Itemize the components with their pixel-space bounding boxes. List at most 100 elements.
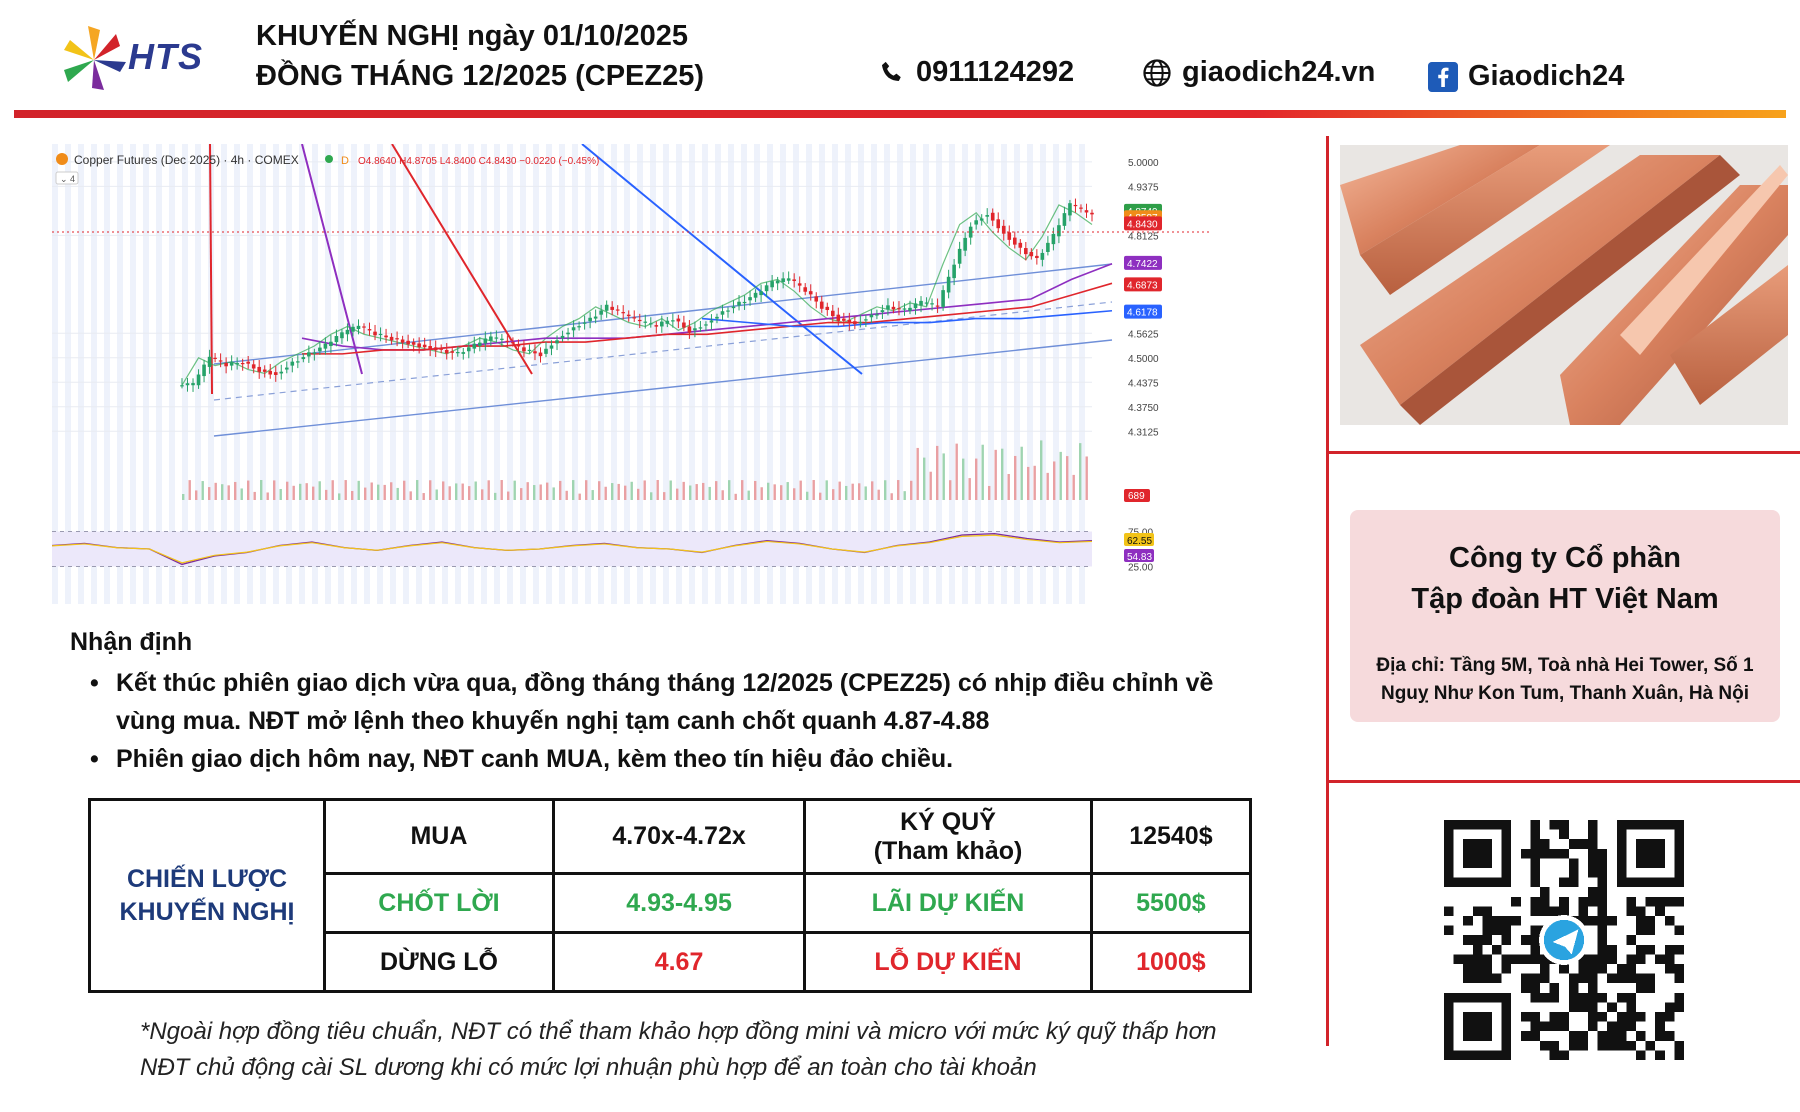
volume-bar (858, 483, 861, 500)
company-address: Địa chỉ: Tầng 5M, Toà nhà Hei Tower, Số … (1360, 652, 1770, 708)
candle-body (268, 370, 273, 375)
candle-body (417, 343, 421, 348)
candle-body (819, 301, 824, 309)
analysis-bullet: • Kết thúc phiên giao dịch vừa qua, đồng… (90, 664, 1300, 740)
candle-body (428, 346, 432, 350)
volume-bar (247, 480, 250, 500)
margin-label: KÝ QUỸ (Tham khảo) (803, 798, 1093, 875)
candle-body (185, 383, 190, 386)
volume-bar (643, 480, 646, 500)
candle-body (588, 317, 592, 322)
facebook-link[interactable]: Giaodich24 (1428, 60, 1624, 93)
candle-body (522, 347, 526, 352)
candle-body (296, 361, 300, 363)
price-line (181, 204, 1093, 386)
volume-bar (286, 481, 289, 500)
volume-bar (409, 491, 412, 500)
price-tag (1124, 216, 1162, 231)
volume-bar (637, 488, 640, 500)
rsi-tag-label: 62.55 (1127, 536, 1152, 547)
candle-body (737, 301, 741, 306)
candle-body (990, 212, 995, 221)
candle-body (472, 343, 477, 349)
candle-body (450, 351, 455, 353)
volume-bar (851, 483, 854, 500)
volume-bar (318, 481, 321, 500)
facebook-icon (1428, 61, 1458, 92)
volume-bar (767, 482, 770, 500)
volume-bar (305, 483, 308, 500)
volume-bar (429, 480, 432, 500)
volume-bar (819, 492, 822, 500)
footnote-line1: *Ngoài hợp đồng tiêu chuẩn, NĐT có thể t… (140, 1018, 1217, 1045)
candle-body (180, 385, 184, 387)
candle-body (1001, 225, 1006, 234)
volume-bar (533, 485, 536, 500)
volume-bar (292, 485, 295, 500)
volume-bar (838, 481, 841, 500)
volume-bar (786, 482, 789, 500)
analysis-heading: Nhận định (70, 628, 193, 656)
candle-body (781, 278, 785, 283)
candle-body (720, 311, 725, 315)
website-link[interactable]: giaodich24.vn (1142, 56, 1375, 89)
volume-bar (929, 471, 932, 500)
margin-label-line1: KÝ QUỸ (900, 807, 996, 836)
volume-bar (325, 489, 328, 500)
volume-bar (916, 447, 919, 500)
phone-contact[interactable]: 0911124292 (878, 56, 1074, 89)
volume-bar (630, 481, 633, 500)
volume-bar (617, 483, 620, 500)
volume-bar (221, 484, 224, 500)
company-address-line1: Địa chỉ: Tầng 5M, Toà nhà Hei Tower, Số … (1376, 655, 1754, 676)
candle-body (869, 314, 874, 318)
volume-bar (695, 484, 698, 500)
volume-bar (994, 449, 997, 500)
volume-bar (520, 488, 523, 500)
candle-body (671, 320, 675, 322)
ohlc-readout: O4.8640 H4.8705 L4.8400 C4.8430 −0.0220 … (358, 156, 599, 167)
expected-loss-label: LỖ DỰ KIẾN (803, 931, 1093, 993)
candle-body (693, 328, 697, 331)
candle-body (935, 305, 940, 307)
candle-body (351, 326, 355, 332)
candle-body (968, 226, 973, 238)
volume-bar (663, 492, 666, 500)
rsi-band (52, 531, 1092, 567)
volume-bar (468, 486, 471, 500)
candle-body (527, 349, 532, 352)
volume-bar (481, 489, 484, 500)
chart-gridlines (52, 161, 1092, 432)
volume-bar (331, 480, 334, 500)
candle-body (516, 344, 521, 347)
volume-bar (279, 488, 282, 500)
expected-profit-value: 5500$ (1089, 872, 1253, 934)
rsi-pane (52, 531, 1093, 567)
volume-bar (734, 493, 737, 500)
candle-body (648, 323, 653, 325)
volume-bar (864, 486, 867, 500)
volume-bar (565, 490, 568, 500)
volume-bar (780, 485, 783, 500)
candle-body (207, 356, 212, 367)
candle-body (858, 322, 863, 324)
candle-body (340, 332, 344, 339)
interval-badge[interactable] (55, 171, 79, 185)
candle-body (897, 308, 901, 310)
margin-value: 12540$ (1089, 798, 1253, 875)
volume-bar (214, 482, 217, 500)
candle-body (682, 322, 686, 328)
candle-body (483, 338, 488, 344)
candle-body (1079, 207, 1083, 209)
take-profit-label: CHỐT LỜI (323, 872, 555, 934)
candle-body (1046, 242, 1050, 252)
candle-body (825, 306, 830, 311)
qr-code[interactable] (1444, 820, 1684, 1060)
candle-body (731, 306, 736, 309)
candle-body (555, 340, 559, 344)
candle-body (621, 312, 626, 314)
candle-body (803, 287, 808, 292)
company-name-line2: Tập đoàn HT Việt Nam (1411, 583, 1719, 615)
company-name: Công ty Cổ phần Tập đoàn HT Việt Nam (1350, 538, 1780, 620)
volume-bar (351, 490, 354, 500)
